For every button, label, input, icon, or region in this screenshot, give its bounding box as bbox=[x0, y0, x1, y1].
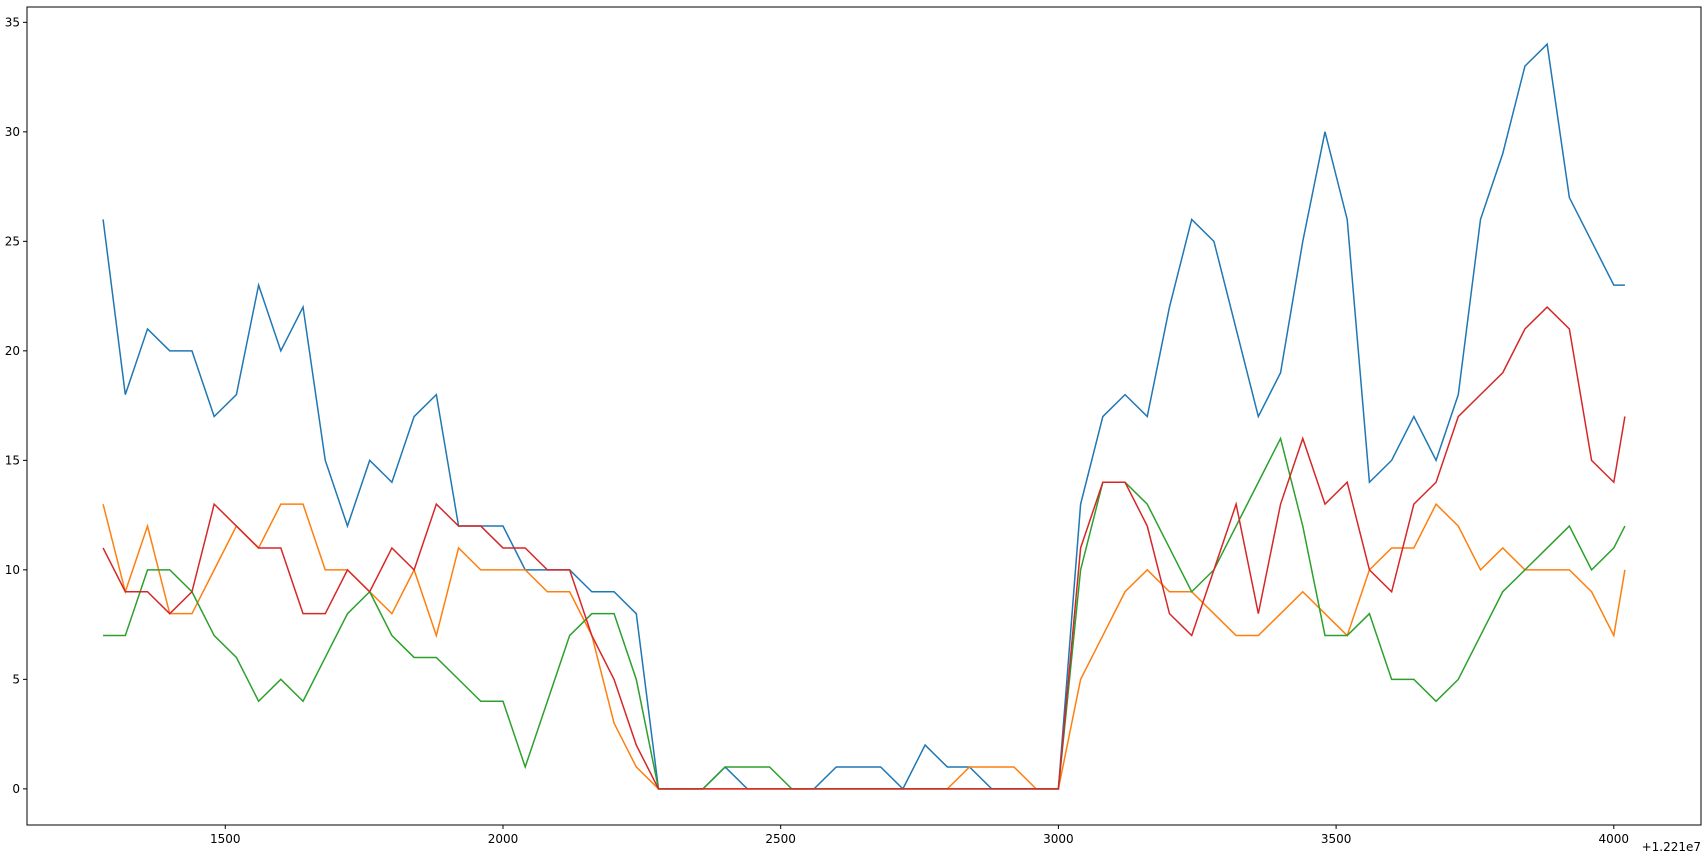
x-tick-label: 2500 bbox=[765, 832, 796, 846]
series-line bbox=[102, 305, 1626, 790]
y-tick-label: 0 bbox=[12, 782, 20, 796]
y-tick-label: 25 bbox=[5, 234, 20, 248]
x-tick-label: 3000 bbox=[1043, 832, 1074, 846]
y-tick-label: 5 bbox=[12, 672, 20, 686]
x-tick-label: 4000 bbox=[1599, 832, 1630, 846]
x-offset-label: +1.221e7 bbox=[1642, 840, 1701, 854]
y-tick-label: 15 bbox=[5, 453, 20, 467]
series-line bbox=[103, 436, 1626, 790]
axes-frame bbox=[26, 6, 1702, 826]
x-tick-label: 2000 bbox=[488, 832, 519, 846]
y-tick-label: 30 bbox=[5, 125, 20, 139]
x-tick-label: 1500 bbox=[210, 832, 241, 846]
y-tick-label: 35 bbox=[5, 15, 20, 29]
y-tick-label: 10 bbox=[5, 563, 20, 577]
series-line bbox=[102, 42, 1625, 791]
y-tick-label: 20 bbox=[5, 344, 20, 358]
x-tick-label: 3500 bbox=[1321, 832, 1352, 846]
